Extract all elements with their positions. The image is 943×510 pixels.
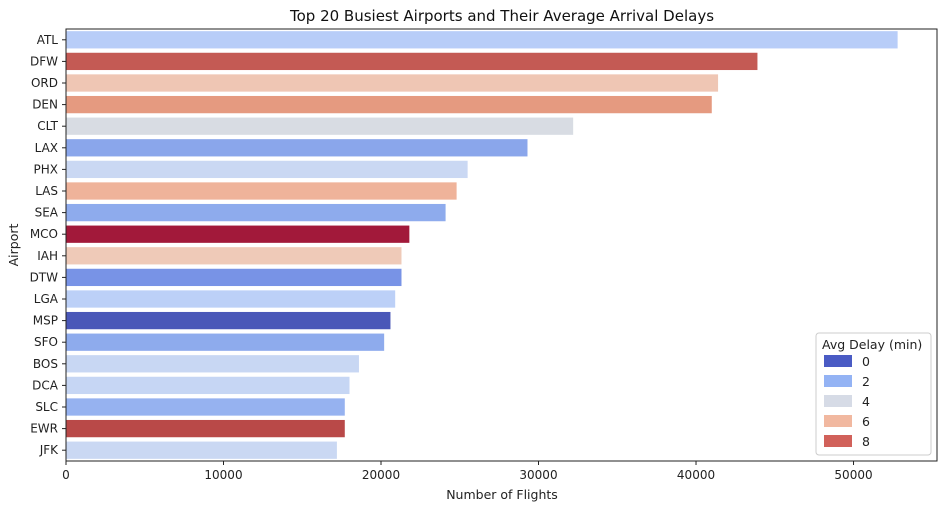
y-axis-label: Airport (6, 224, 21, 267)
y-tick-label: SLC (35, 400, 58, 414)
x-tick-label: 0 (62, 468, 70, 482)
legend-swatch (824, 375, 852, 387)
bar-phx (66, 160, 468, 179)
x-tick-label: 50000 (834, 468, 872, 482)
y-tick-label: DEN (32, 98, 58, 112)
bar-dtw (66, 268, 402, 287)
y-tick-label: LAS (35, 184, 58, 198)
legend-title: Avg Delay (min) (822, 337, 922, 352)
x-tick-label: 40000 (677, 468, 715, 482)
y-tick-label: EWR (30, 422, 58, 436)
bar-atl (66, 31, 898, 49)
legend-label: 0 (862, 354, 870, 369)
legend-entries: 0 2 4 6 8 (824, 354, 870, 449)
legend-swatch (824, 355, 852, 367)
y-tick-label: IAH (37, 249, 58, 263)
bar-slc (66, 398, 345, 416)
y-tick-label: DFW (30, 54, 58, 68)
x-axis-label: Number of Flights (446, 487, 558, 502)
legend: Avg Delay (min) 0 2 4 6 8 (815, 332, 932, 456)
y-tick-label: SFO (34, 335, 58, 349)
y-tick-label: JFK (39, 443, 59, 457)
bar-sfo (66, 333, 385, 351)
y-tick-label: ATL (37, 33, 59, 47)
bar-iah (66, 247, 402, 265)
y-tick-label: BOS (33, 357, 58, 371)
legend-swatch (824, 415, 852, 427)
bar-msp (66, 311, 391, 330)
y-tick-label: DCA (32, 378, 59, 392)
bar-las (66, 182, 457, 200)
x-tick-label: 10000 (204, 468, 242, 482)
bar-ord (66, 74, 719, 92)
y-ticks-group: ATL DFW ORD DEN CLT LAX PHX LAS SEA MCO IAH DTW LGA M… (30, 33, 66, 457)
y-tick-label: SEA (35, 206, 59, 220)
legend-swatch (824, 395, 852, 407)
x-tick-label: 30000 (519, 468, 557, 482)
bar-den (66, 95, 712, 114)
y-tick-label: ORD (31, 76, 58, 90)
bar-clt (66, 117, 574, 135)
bar-sea (66, 203, 446, 222)
legend-label: 8 (862, 434, 870, 449)
legend-label: 2 (862, 374, 870, 389)
legend-swatch (824, 435, 852, 447)
legend-label: 4 (862, 394, 870, 409)
bar-ewr (66, 419, 345, 438)
bar-mco (66, 225, 410, 243)
y-tick-label: PHX (34, 162, 58, 176)
legend-label: 6 (862, 414, 870, 429)
y-tick-label: LGA (34, 292, 59, 306)
bars-group (66, 31, 898, 459)
bar-lax (66, 139, 528, 157)
plot-frame (65, 28, 938, 462)
bar-bos (66, 355, 359, 373)
chart-title: Top 20 Busiest Airports and Their Averag… (289, 7, 714, 25)
x-ticks-group: 0 10000 20000 30000 40000 50000 (62, 461, 873, 482)
bar-dfw (66, 52, 758, 71)
y-tick-label: MCO (30, 227, 58, 241)
y-tick-label: MSP (33, 314, 58, 328)
y-tick-label: LAX (35, 141, 58, 155)
bar-jfk (66, 441, 337, 459)
bar-dca (66, 376, 350, 395)
y-tick-label: CLT (37, 119, 58, 133)
bar-lga (66, 290, 396, 308)
x-tick-label: 20000 (362, 468, 400, 482)
y-tick-label: DTW (30, 270, 59, 284)
